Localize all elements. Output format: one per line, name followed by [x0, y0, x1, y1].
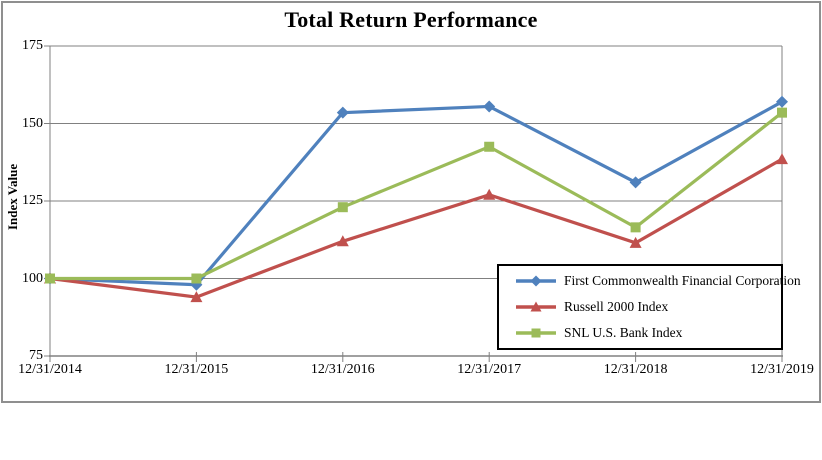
legend-label: First Commonwealth Financial Corporation	[564, 273, 801, 288]
legend-item-snl-bank: SNL U.S. Bank Index	[499, 325, 781, 341]
chart-title: Total Return Performance	[284, 7, 538, 32]
x-tick-label: 12/31/2014	[18, 362, 82, 377]
legend: First Commonwealth Financial Corporation…	[497, 264, 801, 350]
y-tick-label: 75	[29, 348, 43, 363]
x-tick-label: 12/31/2016	[310, 362, 375, 377]
legend-line-diamond-icon	[516, 275, 556, 287]
y-tick-label: 150	[22, 115, 43, 131]
legend-line-square-icon	[516, 328, 556, 338]
legend-line-triangle-icon	[516, 301, 556, 312]
legend-item-first-commonwealth: First Commonwealth Financial Corporation	[499, 273, 801, 289]
x-tick-label: 12/31/2015	[164, 362, 229, 377]
x-tick-label: 12/31/2017	[457, 362, 522, 377]
legend-label: SNL U.S. Bank Index	[564, 325, 683, 340]
y-tick-label: 175	[22, 38, 43, 53]
legend-item-russell-2000: Russell 2000 Index	[499, 299, 781, 315]
x-tick-label: 12/31/2018	[603, 362, 668, 377]
x-tick-label: 12/31/2019	[750, 362, 814, 377]
y-tick-label: 125	[22, 193, 43, 208]
legend-label: Russell 2000 Index	[564, 299, 669, 314]
y-tick-label: 100	[22, 270, 43, 286]
